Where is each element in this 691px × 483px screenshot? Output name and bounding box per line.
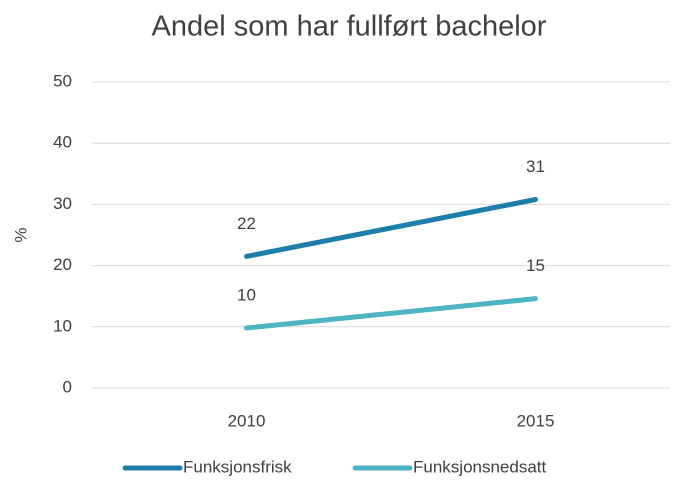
data-label: 22 (237, 214, 256, 233)
data-label: 10 (237, 286, 256, 305)
y-tick-label: 10 (53, 316, 72, 335)
data-label: 31 (526, 157, 545, 176)
y-tick-label: 20 (53, 255, 72, 274)
y-tick-label: 40 (53, 133, 72, 152)
x-tick-label: 2010 (228, 411, 266, 430)
y-tick-label: 0 (63, 377, 72, 396)
x-tick-label: 2015 (517, 411, 555, 430)
series-line (244, 197, 538, 259)
series-line (244, 296, 538, 331)
y-axis-label: % (11, 227, 30, 242)
data-label: 15 (526, 256, 545, 275)
chart-title: Andel som har fullført bachelor (152, 11, 547, 43)
legend-label: Funksjonsnedsatt (413, 457, 547, 476)
y-tick-label: 50 (53, 71, 72, 90)
legend-label: Funksjonsfrisk (183, 457, 292, 476)
y-tick-label: 30 (53, 194, 72, 213)
